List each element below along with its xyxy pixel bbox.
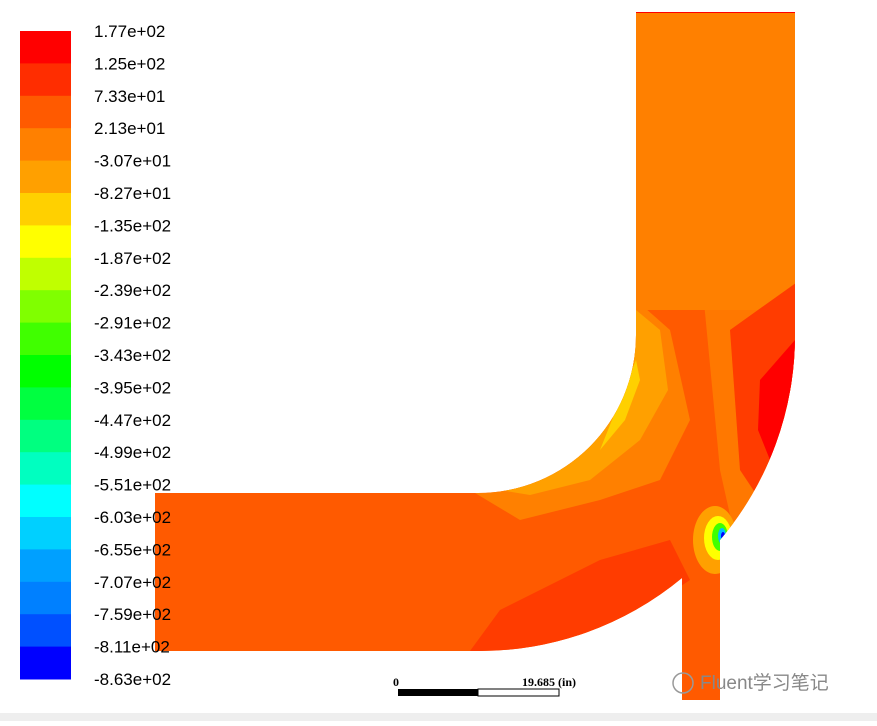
colorbar-band — [20, 193, 71, 226]
colorbar-band — [20, 646, 71, 680]
colorbar-band — [20, 257, 71, 291]
scale-start: 0 — [393, 675, 399, 689]
colorbar-label: -8.63e+02 — [94, 670, 171, 689]
colorbar-label: -1.87e+02 — [94, 249, 171, 268]
colorbar-band — [20, 322, 71, 356]
colorbar-label: -6.55e+02 — [94, 540, 171, 559]
colorbar-band — [20, 225, 71, 259]
watermark: Fluent学习笔记 — [672, 672, 829, 694]
colorbar-label: -1.35e+02 — [94, 216, 171, 235]
colorbar-label: 7.33e+01 — [94, 87, 165, 106]
colorbar-label: -7.07e+02 — [94, 573, 171, 592]
colorbar-band — [20, 160, 71, 194]
colorbar-label: -5.51e+02 — [94, 476, 171, 495]
contour-field — [155, 12, 796, 700]
colorbar-label: -2.39e+02 — [94, 281, 171, 300]
colorbar-band — [20, 95, 71, 129]
colorbar-band — [20, 387, 71, 421]
footer-strip — [0, 713, 877, 721]
colorbar-label: -2.91e+02 — [94, 314, 171, 333]
watermark-icon — [672, 672, 694, 694]
colorbar-band — [20, 484, 71, 518]
colorbar: 1.77e+02 1.25e+02 7.33e+01 2.13e+01 -3.07e+0… — [20, 22, 171, 689]
colorbar-band — [20, 452, 71, 486]
scale-bar: 0 19.685 (in) — [393, 675, 576, 697]
colorbar-band — [20, 581, 71, 615]
scale-segment — [477, 688, 560, 697]
colorbar-label: -3.43e+02 — [94, 346, 171, 365]
colorbar-band — [20, 31, 71, 64]
colorbar-label: -4.99e+02 — [94, 443, 171, 462]
scale-segment — [398, 689, 478, 696]
colorbar-label: -4.47e+02 — [94, 411, 171, 430]
colorbar-label: 1.25e+02 — [94, 54, 165, 73]
colorbar-band — [20, 128, 71, 162]
colorbar-label: -3.07e+01 — [94, 152, 171, 171]
colorbar-band — [20, 517, 71, 550]
scale-end: 19.685 (in) — [522, 675, 576, 689]
colorbar-label: -8.11e+02 — [94, 638, 170, 657]
colorbar-label: -7.59e+02 — [94, 605, 171, 624]
colorbar-label: -6.03e+02 — [94, 508, 171, 527]
colorbar-band — [20, 549, 71, 583]
colorbar-label: 2.13e+01 — [94, 119, 165, 138]
colorbar-band — [20, 614, 71, 648]
colorbar-label: -8.27e+01 — [94, 184, 171, 203]
watermark-text: Fluent学习笔记 — [700, 672, 829, 694]
colorbar-label: 1.77e+02 — [94, 22, 165, 41]
colorbar-band — [20, 419, 71, 453]
colorbar-label: -3.95e+02 — [94, 378, 171, 397]
colorbar-band — [20, 63, 71, 97]
colorbar-band — [20, 290, 71, 324]
colorbar-band — [20, 355, 71, 388]
